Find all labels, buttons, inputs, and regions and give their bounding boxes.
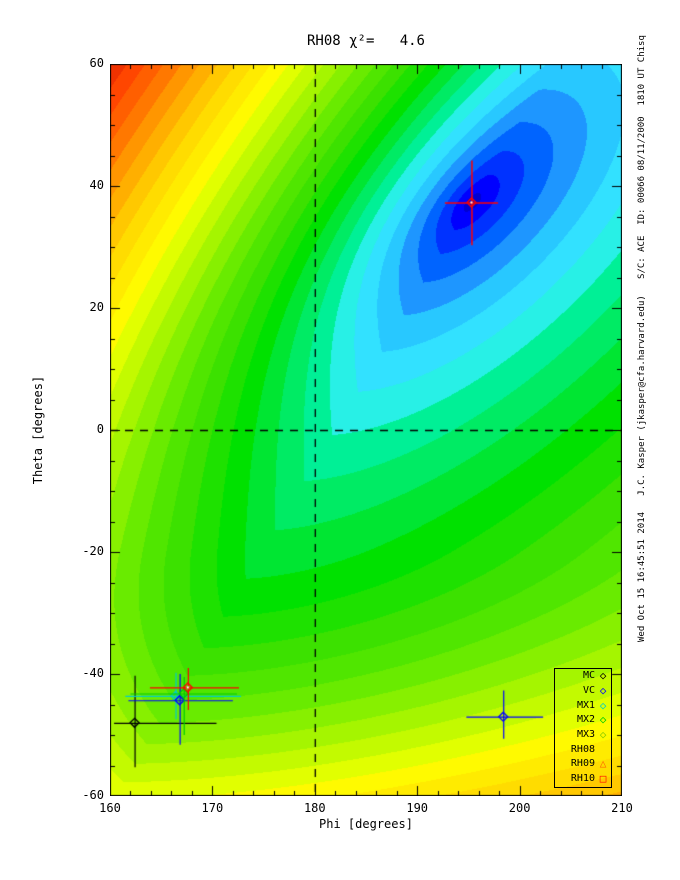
x-tick-label: 190	[406, 801, 429, 815]
legend-label: MX1	[576, 699, 595, 711]
legend-label: MX2	[576, 714, 595, 726]
legend-row: VC ◇	[555, 684, 611, 699]
legend-square-icon: □	[599, 772, 607, 786]
x-tick-label: 180	[303, 801, 326, 815]
legend-label: RH09	[570, 758, 595, 770]
legend-diamond-icon: ◇	[599, 728, 607, 742]
x-tick-label: 170	[201, 801, 224, 815]
y-tick-label: 40	[89, 178, 104, 192]
y-tick-label: -60	[82, 788, 104, 802]
legend-diamond-icon: ◇	[599, 669, 607, 683]
y-tick-label: 20	[89, 300, 104, 314]
legend-row: RH10 □	[555, 772, 611, 787]
x-tick-label: 200	[508, 801, 531, 815]
y-tick-label: 0	[96, 422, 104, 436]
x-tick-label: 210	[611, 801, 633, 815]
legend-row: RH08	[555, 742, 611, 757]
legend-diamond-icon: ◇	[599, 698, 607, 712]
legend-label: RH10	[570, 773, 595, 785]
legend-diamond-icon: ◇	[599, 713, 607, 727]
legend-row: MX1 ◇	[555, 698, 611, 713]
legend-row: MC ◇	[555, 669, 611, 684]
y-tick-label: -20	[82, 544, 104, 558]
legend-triangle-icon: △	[599, 757, 607, 771]
x-axis-label: Phi [degrees]	[319, 817, 413, 831]
right-caption: Wed Oct 15 16:45:51 2014 J.C. Kasper (jk…	[637, 35, 647, 642]
y-axis-label: Theta [degrees]	[31, 375, 45, 485]
legend-label: VC	[582, 685, 595, 697]
legend-row: MX3 ◇	[555, 728, 611, 743]
y-tick-label: -40	[82, 666, 104, 680]
y-tick-label: 60	[89, 56, 104, 70]
legend-label: RH08	[570, 743, 595, 755]
contour-plot-canvas	[110, 64, 622, 796]
legend-row: MX2 ◇	[555, 713, 611, 728]
chart-title: RH08 χ²= 4.6	[306, 33, 425, 49]
legend-box: MC ◇ VC ◇ MX1 ◇ MX2 ◇ MX3 ◇ RH08 RH09 △ RH10 □	[554, 668, 612, 788]
legend-label: MX3	[576, 729, 595, 741]
legend-diamond-icon: ◇	[599, 684, 607, 698]
legend-label: MC	[582, 670, 595, 682]
legend-row: RH09 △	[555, 757, 611, 772]
x-tick-label: 160	[99, 801, 121, 815]
